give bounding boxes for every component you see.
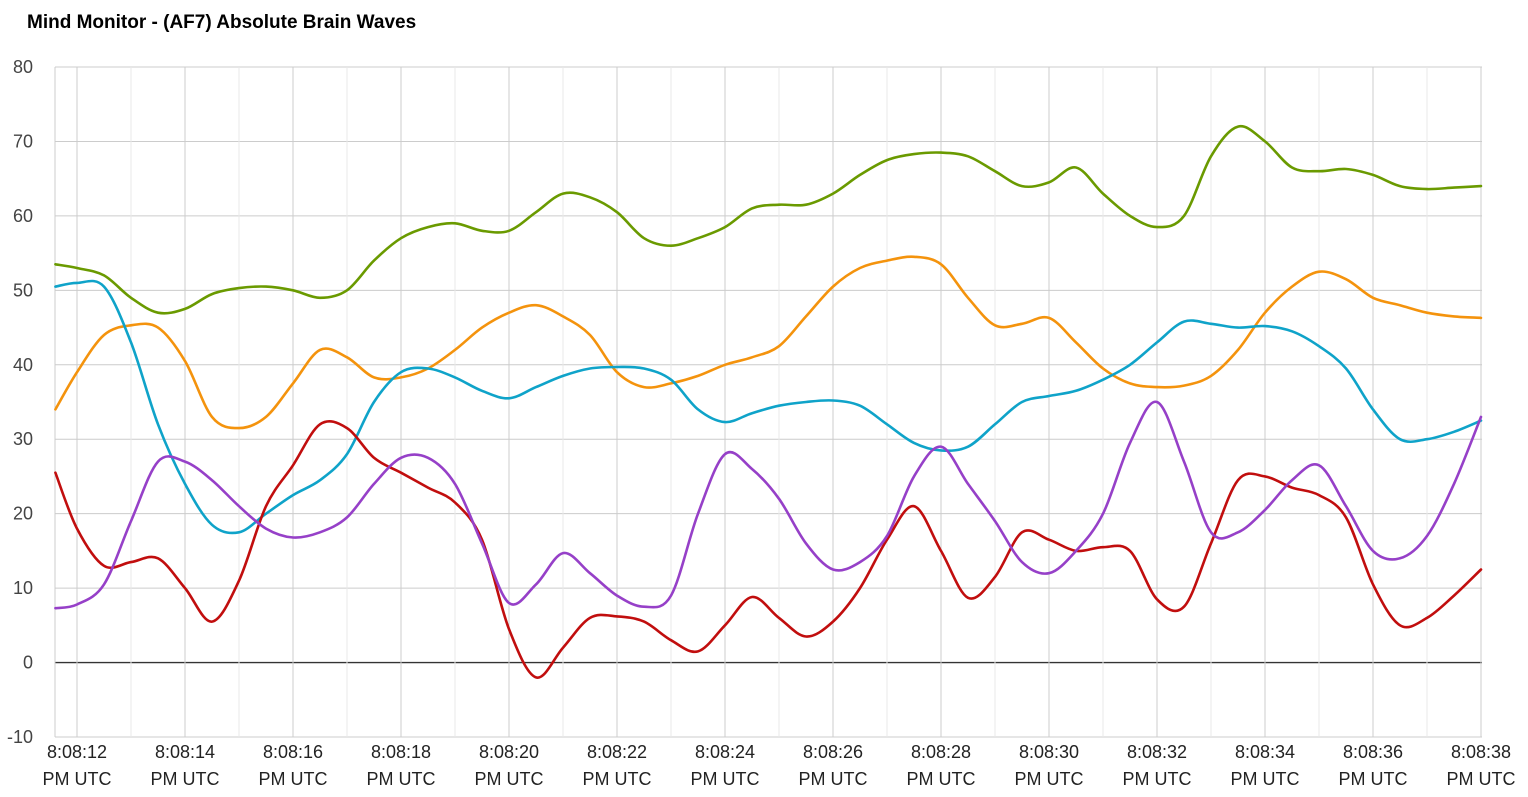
- x-tick-sublabel: PM UTC: [259, 769, 328, 789]
- x-tick-label: 8:08:38: [1451, 742, 1511, 762]
- x-tick-sublabel: PM UTC: [151, 769, 220, 789]
- x-tick-label: 8:08:16: [263, 742, 323, 762]
- series-line-1: [54, 124, 1483, 315]
- x-tick-sublabel: PM UTC: [1231, 769, 1300, 789]
- x-tick-label: 8:08:30: [1019, 742, 1079, 762]
- series-lines: [54, 124, 1483, 679]
- grid-lines: [54, 66, 1482, 738]
- x-tick-sublabel: PM UTC: [1447, 769, 1516, 789]
- x-tick-sublabel: PM UTC: [1015, 769, 1084, 789]
- y-tick-label: -10: [7, 727, 33, 747]
- x-tick-label: 8:08:22: [587, 742, 647, 762]
- y-tick-label: 60: [13, 206, 33, 226]
- y-tick-label: 70: [13, 131, 33, 151]
- x-tick-sublabel: PM UTC: [1123, 769, 1192, 789]
- x-tick-sublabel: PM UTC: [43, 769, 112, 789]
- x-tick-label: 8:08:28: [911, 742, 971, 762]
- y-tick-label: 0: [23, 653, 33, 673]
- series-line-4: [54, 420, 1483, 679]
- y-tick-label: 30: [13, 429, 33, 449]
- chart-title: Mind Monitor - (AF7) Absolute Brain Wave…: [27, 12, 417, 33]
- x-tick-label: 8:08:14: [155, 742, 215, 762]
- x-tick-sublabel: PM UTC: [583, 769, 652, 789]
- x-tick-label: 8:08:36: [1343, 742, 1403, 762]
- x-tick-sublabel: PM UTC: [475, 769, 544, 789]
- y-tick-label: 80: [13, 57, 33, 77]
- x-tick-label: 8:08:20: [479, 742, 539, 762]
- y-tick-label: 50: [13, 280, 33, 300]
- x-tick-label: 8:08:12: [47, 742, 107, 762]
- series-line-2: [54, 255, 1483, 430]
- x-tick-sublabel: PM UTC: [691, 769, 760, 789]
- x-tick-label: 8:08:24: [695, 742, 755, 762]
- x-tick-sublabel: PM UTC: [907, 769, 976, 789]
- y-tick-label: 10: [13, 578, 33, 598]
- y-tick-label: 20: [13, 504, 33, 524]
- x-tick-label: 8:08:18: [371, 742, 431, 762]
- x-tick-sublabel: PM UTC: [1339, 769, 1408, 789]
- x-tick-sublabel: PM UTC: [799, 769, 868, 789]
- series-line-3: [54, 279, 1483, 535]
- x-tick-label: 8:08:32: [1127, 742, 1187, 762]
- axis-labels: 80 70 60 50 40 30 20 10 0 -10 8:08:12 PM UTC 8:08:14…: [7, 57, 1516, 789]
- x-tick-label: 8:08:34: [1235, 742, 1295, 762]
- series-line-5: [54, 400, 1483, 610]
- x-tick-sublabel: PM UTC: [367, 769, 436, 789]
- x-tick-label: 8:08:26: [803, 742, 863, 762]
- y-tick-label: 40: [13, 355, 33, 375]
